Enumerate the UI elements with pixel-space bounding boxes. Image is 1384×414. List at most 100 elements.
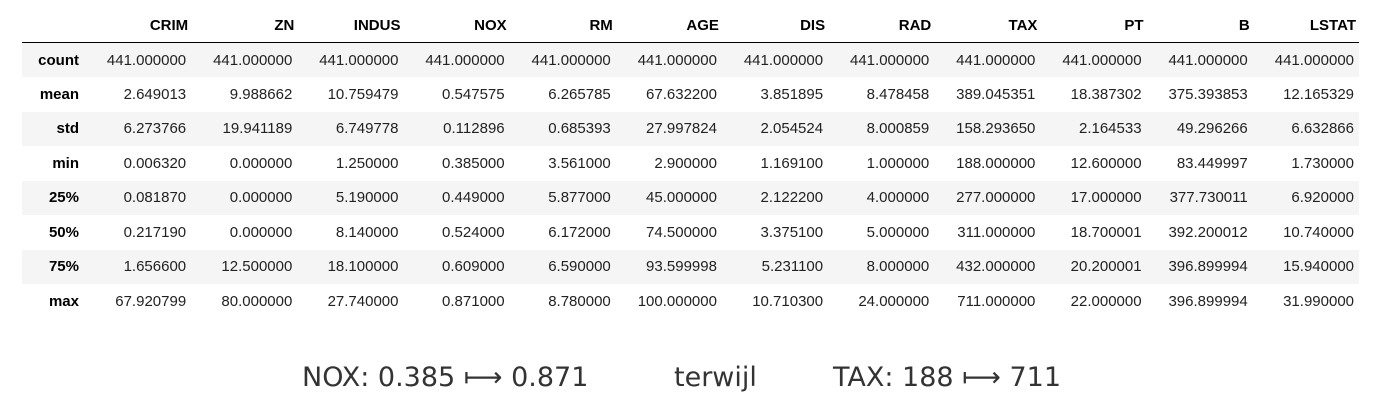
table-cell: 5.877000: [548, 189, 611, 207]
table-cell: 0.609000: [442, 258, 505, 276]
tax-label: TAX: 188: [833, 362, 954, 393]
table-cell: 396.899994: [1168, 292, 1248, 310]
table-cell: 0.000000: [229, 189, 293, 207]
table-cell: 8.478458: [866, 85, 930, 103]
column-header: RM: [509, 8, 616, 43]
table-cell: 8.000859: [866, 120, 930, 138]
table-cell: 0.006320: [123, 154, 187, 172]
table-cell: 67.920799: [115, 292, 187, 310]
table-cell: 22.000000: [1070, 292, 1142, 310]
table-cell: 0.385000: [442, 154, 505, 172]
table-row: 50% 0.217190 0.000000 8.140000 0.524000 6.172…: [22, 215, 1359, 250]
table-cell: 311.000000: [957, 223, 1036, 241]
table-cell: 67.632200: [646, 85, 717, 103]
table-cell: 277.000000: [956, 189, 1036, 207]
table-cell: 2.900000: [654, 154, 717, 172]
table-cell: 392.200012: [1168, 223, 1248, 241]
table-cell: 0.000000: [229, 154, 293, 172]
table-cell: 1.250000: [335, 154, 399, 172]
table-cell: 6.920000: [1291, 189, 1354, 207]
header-row: CRIM ZN INDUS NOX RM AGE DIS RAD TAX PT B LSTAT: [22, 8, 1359, 43]
table-cell: 1.000000: [866, 154, 930, 172]
column-header: NOX: [403, 8, 510, 43]
nox-range: NOX: 0.385 ⟼ 0.871: [302, 362, 588, 393]
maps-to-arrow-icon: ⟼: [962, 362, 1001, 393]
table-cell: 45.000000: [646, 189, 717, 207]
column-header: ZN: [191, 8, 298, 43]
describe-table: CRIM ZN INDUS NOX RM AGE DIS RAD TAX PT B LSTAT cou…: [22, 8, 1359, 319]
table-cell: 19.941189: [222, 120, 293, 138]
connector-word: terwijl: [674, 362, 757, 393]
table-cell: 9.988662: [229, 85, 293, 103]
table-cell: 6.749778: [335, 120, 399, 138]
table-cell: 711.000000: [957, 292, 1036, 310]
table-cell: 10.740000: [1283, 223, 1354, 241]
nox-label: NOX: 0.385: [302, 362, 456, 393]
table-cell: 24.000000: [858, 292, 930, 310]
tax-max: 711: [1009, 362, 1062, 393]
index-header: [22, 8, 85, 43]
table-row: min 0.006320 0.000000 1.250000 0.385000 3.561…: [22, 146, 1359, 181]
table-cell: 0.524000: [442, 223, 505, 241]
table-cell: 8.000000: [866, 258, 930, 276]
table-cell: 441.000000: [956, 51, 1036, 69]
table-cell: 15.940000: [1283, 258, 1354, 276]
table-cell: 188.000000: [956, 154, 1036, 172]
table-cell: 2.649013: [123, 85, 187, 103]
table-cell: 12.165329: [1283, 85, 1354, 103]
table-cell: 80.000000: [221, 292, 293, 310]
table-cell: 0.685393: [548, 120, 611, 138]
table-cell: 10.710300: [752, 292, 824, 310]
row-label: count: [38, 51, 79, 69]
table-cell: 432.000000: [956, 258, 1036, 276]
table-cell: 441.000000: [213, 51, 293, 69]
table-cell: 6.632866: [1291, 120, 1354, 138]
table-cell: 93.599998: [646, 258, 717, 276]
table-cell: 2.054524: [760, 120, 824, 138]
table-cell: 0.000000: [229, 223, 293, 241]
table-cell: 441.000000: [319, 51, 399, 69]
table-cell: 5.000000: [866, 223, 930, 241]
table-cell: 441.000000: [1168, 51, 1248, 69]
column-header: DIS: [721, 8, 829, 43]
table-cell: 0.871000: [442, 292, 505, 310]
table-cell: 0.112896: [443, 120, 505, 138]
table-cell: 441.000000: [1274, 51, 1354, 69]
table-cell: 18.100000: [327, 258, 399, 276]
table-cell: 441.000000: [106, 51, 187, 69]
maps-to-arrow-icon: ⟼: [463, 362, 503, 393]
table-cell: 396.899994: [1168, 258, 1248, 276]
table-cell: 0.547575: [442, 85, 505, 103]
row-label: mean: [39, 85, 79, 103]
column-header: CRIM: [85, 8, 192, 43]
table-cell: 18.700001: [1070, 223, 1142, 241]
table-row: count 441.000000 441.000000 441.000000 441.0…: [22, 42, 1359, 77]
table-cell: 0.217190: [123, 223, 187, 241]
tax-range: TAX: 188 ⟼ 711: [833, 362, 1061, 393]
table-cell: 441.000000: [531, 51, 611, 69]
column-header: AGE: [615, 8, 722, 43]
range-caption: NOX: 0.385 ⟼ 0.871 terwijl TAX: 188 ⟼ 71…: [0, 362, 1384, 406]
table-cell: 1.730000: [1291, 154, 1354, 172]
table-cell: 100.000000: [637, 292, 717, 310]
table-cell: 441.000000: [1062, 51, 1142, 69]
table-cell: 6.172000: [548, 223, 611, 241]
column-header: B: [1146, 8, 1253, 43]
table-cell: 5.231100: [761, 258, 824, 276]
table-cell: 31.990000: [1283, 292, 1354, 310]
table-cell: 83.449997: [1176, 154, 1248, 172]
table-cell: 441.000000: [425, 51, 505, 69]
column-header: LSTAT: [1252, 8, 1359, 43]
row-label: std: [56, 120, 80, 138]
table-cell: 10.759479: [327, 85, 399, 103]
row-label: min: [52, 154, 79, 172]
table-cell: 17.000000: [1070, 189, 1142, 207]
table-cell: 3.375100: [760, 223, 824, 241]
table-row: mean 2.649013 9.988662 10.759479 0.547575 6.2…: [22, 77, 1359, 112]
table-row: 25% 0.081870 0.000000 5.190000 0.449000 5.877…: [22, 180, 1359, 215]
nox-max: 0.871: [511, 362, 589, 393]
table-cell: 0.449000: [442, 189, 505, 207]
table-cell: 18.387302: [1070, 85, 1142, 103]
table-cell: 6.265785: [548, 85, 611, 103]
row-label: 50%: [48, 223, 79, 241]
